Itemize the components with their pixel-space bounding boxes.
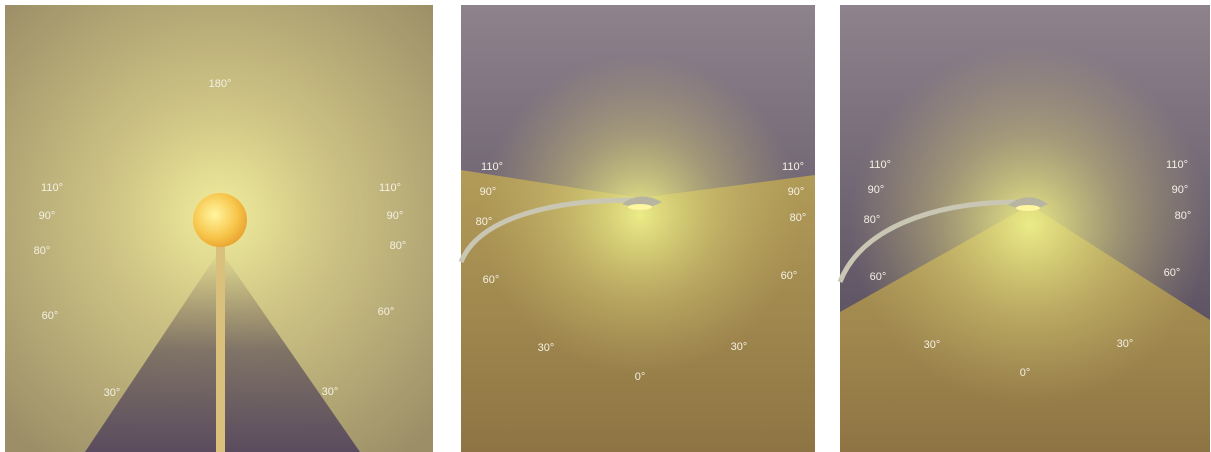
angle-label: 30° [731, 341, 748, 353]
angle-label: 110° [481, 161, 503, 173]
angle-label: 110° [41, 182, 63, 194]
angle-label: 80° [864, 214, 881, 226]
angle-label: 110° [869, 159, 891, 171]
panel-side-view [458, 5, 815, 452]
angle-label: 90° [39, 210, 56, 222]
angle-label: 80° [390, 240, 407, 252]
angle-label: 110° [1166, 159, 1188, 171]
angle-label: 60° [42, 310, 59, 322]
angle-label: 60° [781, 270, 798, 282]
angle-label: 30° [924, 339, 941, 351]
angle-label: 90° [868, 184, 885, 196]
angle-label: 180° [209, 78, 232, 90]
angle-label: 90° [788, 186, 805, 198]
angle-label: 0° [635, 371, 646, 383]
angle-label: 110° [782, 161, 804, 173]
angle-label: 60° [1164, 267, 1181, 279]
angle-label: 30° [538, 342, 555, 354]
angle-label: 90° [1172, 184, 1189, 196]
angle-label: 30° [1117, 338, 1134, 350]
angle-label: 60° [483, 274, 500, 286]
panel-angled-view [837, 5, 1210, 452]
angle-label: 110° [379, 182, 401, 194]
angle-label: 80° [34, 245, 51, 257]
angle-label: 60° [378, 306, 395, 318]
angle-label: 0° [1020, 367, 1031, 379]
angle-label: 80° [1175, 210, 1192, 222]
angle-label: 30° [322, 386, 339, 398]
angle-label: 80° [476, 216, 493, 228]
angle-label: 90° [480, 186, 497, 198]
angle-label: 90° [387, 210, 404, 222]
panel-top-view [5, 5, 433, 452]
angle-label: 30° [104, 387, 121, 399]
angle-label: 60° [870, 271, 887, 283]
angle-label: 80° [790, 212, 807, 224]
